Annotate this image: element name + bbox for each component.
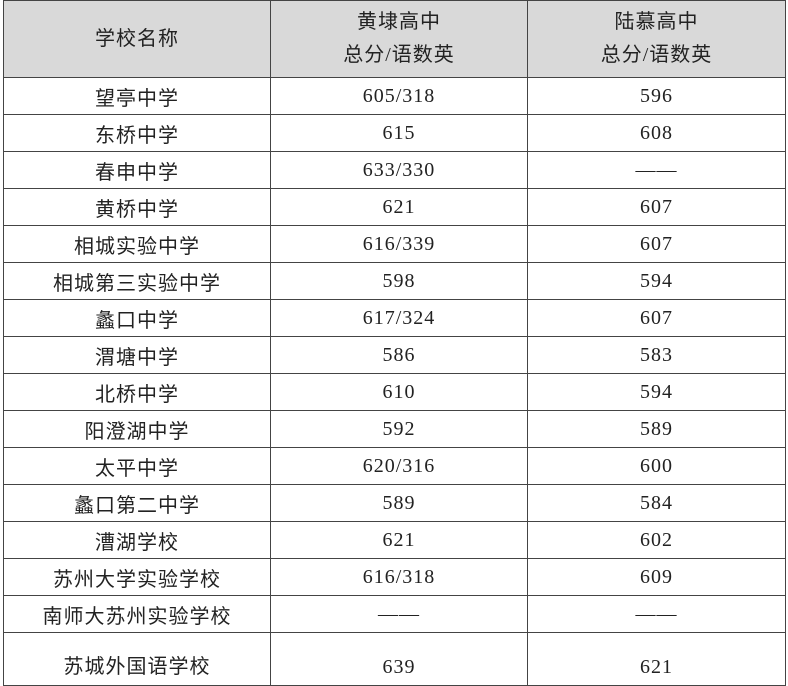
school-name: 南师大苏州实验学校 bbox=[3, 595, 271, 633]
score-cell: 583 bbox=[527, 336, 786, 374]
table-row: 南师大苏州实验学校 —— —— bbox=[3, 595, 786, 633]
column-subtitle: 总分/语数英 bbox=[343, 44, 455, 66]
school-name: 漕湖学校 bbox=[3, 521, 271, 559]
table-row: 漕湖学校 621 602 bbox=[3, 521, 786, 559]
score-cell: 607 bbox=[527, 299, 786, 337]
score-cell: 592 bbox=[270, 410, 528, 448]
table-body: 望亭中学 605/318 596 东桥中学 615 608 春申中学 633/330 —— 黄桥中… bbox=[3, 77, 786, 686]
score-cell: —— bbox=[527, 151, 786, 189]
score-cell: 589 bbox=[270, 484, 528, 522]
score-cell: —— bbox=[270, 595, 528, 633]
school-name: 阳澄湖中学 bbox=[3, 410, 271, 448]
school-name: 相城实验中学 bbox=[3, 225, 271, 263]
score-cell: 615 bbox=[270, 114, 528, 152]
score-cell: 600 bbox=[527, 447, 786, 485]
score-cell: 586 bbox=[270, 336, 528, 374]
table-row: 相城实验中学 616/339 607 bbox=[3, 225, 786, 263]
score-cell: 596 bbox=[527, 77, 786, 115]
column-header: 学校名称 bbox=[3, 0, 271, 78]
school-name: 苏城外国语学校 bbox=[3, 632, 271, 686]
table-row: 阳澄湖中学 592 589 bbox=[3, 410, 786, 448]
score-cell: 621 bbox=[270, 188, 528, 226]
score-cell: 617/324 bbox=[270, 299, 528, 337]
score-cell: 594 bbox=[527, 262, 786, 300]
school-name: 蠡口第二中学 bbox=[3, 484, 271, 522]
column-title: 陆慕高中 bbox=[614, 11, 699, 33]
score-cell: 621 bbox=[270, 521, 528, 559]
score-cell: 608 bbox=[527, 114, 786, 152]
table-row: 蠡口中学 617/324 607 bbox=[3, 299, 786, 337]
score-cell: 594 bbox=[527, 373, 786, 411]
column-title: 黄埭高中 bbox=[357, 11, 441, 33]
school-name: 苏州大学实验学校 bbox=[3, 558, 271, 596]
table-row: 东桥中学 615 608 bbox=[3, 114, 786, 152]
score-cell: 620/316 bbox=[270, 447, 528, 485]
table-row: 苏城外国语学校 639 621 bbox=[3, 632, 786, 686]
table-row: 黄桥中学 621 607 bbox=[3, 188, 786, 226]
score-cell: 602 bbox=[527, 521, 786, 559]
score-cell: 609 bbox=[527, 558, 786, 596]
column-header: 陆慕高中总分/语数英 bbox=[527, 0, 786, 78]
column-header: 黄埭高中总分/语数英 bbox=[270, 0, 528, 78]
table-row: 渭塘中学 586 583 bbox=[3, 336, 786, 374]
table-row: 相城第三实验中学 598 594 bbox=[3, 262, 786, 300]
table-row: 望亭中学 605/318 596 bbox=[3, 77, 786, 115]
school-name: 北桥中学 bbox=[3, 373, 271, 411]
table-header: 学校名称 黄埭高中 总分/语数英 陆慕高中 总分/语数英 bbox=[3, 0, 786, 78]
header-row: 学校名称 黄埭高中 总分/语数英 陆慕高中 总分/语数英 bbox=[3, 0, 786, 78]
school-name: 蠡口中学 bbox=[3, 299, 271, 337]
score-cell: 616/339 bbox=[270, 225, 528, 263]
score-cell: 605/318 bbox=[270, 77, 528, 115]
table-row: 苏州大学实验学校 616/318 609 bbox=[3, 558, 786, 596]
table-row: 春申中学 633/330 —— bbox=[3, 151, 786, 189]
score-cell: 607 bbox=[527, 188, 786, 226]
score-cell: 598 bbox=[270, 262, 528, 300]
score-cell: —— bbox=[527, 595, 786, 633]
score-cell: 633/330 bbox=[270, 151, 528, 189]
school-name: 太平中学 bbox=[3, 447, 271, 485]
score-cell: 589 bbox=[527, 410, 786, 448]
score-cell: 639 bbox=[270, 632, 528, 686]
score-cell: 616/318 bbox=[270, 558, 528, 596]
school-name: 渭塘中学 bbox=[3, 336, 271, 374]
column-subtitle: 总分/语数英 bbox=[600, 44, 713, 66]
school-name: 春申中学 bbox=[3, 151, 271, 189]
score-cell: 584 bbox=[527, 484, 786, 522]
table-row: 蠡口第二中学 589 584 bbox=[3, 484, 786, 522]
score-cell: 607 bbox=[527, 225, 786, 263]
school-name: 望亭中学 bbox=[3, 77, 271, 115]
school-name: 黄桥中学 bbox=[3, 188, 271, 226]
score-table: 学校名称 黄埭高中 总分/语数英 陆慕高中 总分/语数英 望亭中学 605/318 596 东… bbox=[3, 0, 786, 686]
score-cell: 610 bbox=[270, 373, 528, 411]
score-cell: 621 bbox=[527, 632, 786, 686]
school-name: 相城第三实验中学 bbox=[3, 262, 271, 300]
table-row: 太平中学 620/316 600 bbox=[3, 447, 786, 485]
column-title: 学校名称 bbox=[95, 27, 179, 50]
table-row: 北桥中学 610 594 bbox=[3, 373, 786, 411]
school-name: 东桥中学 bbox=[3, 114, 271, 152]
